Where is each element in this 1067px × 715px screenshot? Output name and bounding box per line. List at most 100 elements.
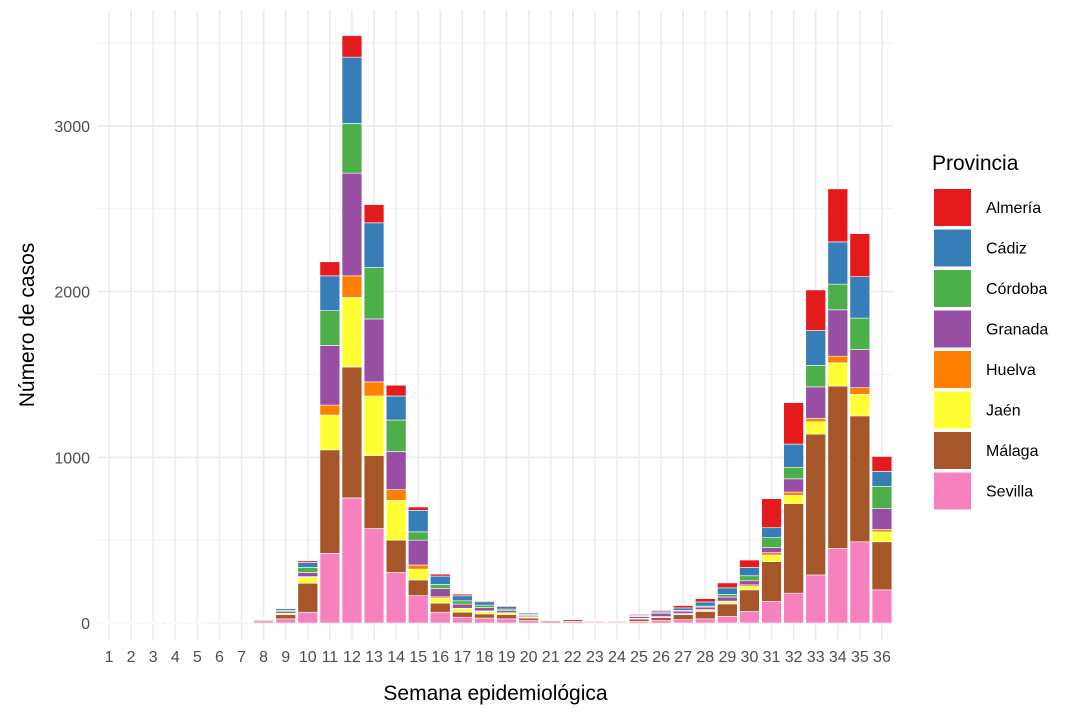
bar-segment [120,622,142,624]
bar-segment [871,456,893,472]
x-tick-label: 26 [652,649,670,666]
bar-segment [805,365,826,388]
bar-segment [474,600,495,603]
x-tick-label: 24 [608,649,626,666]
x-tick-label: 10 [299,649,317,666]
x-tick-label: 33 [807,649,825,666]
bar-segment [385,419,407,452]
bar-segment [871,589,893,624]
bar-segment [827,188,849,243]
bar-segment [430,575,451,585]
x-tick-label: 27 [674,649,692,666]
bar-segment [363,455,385,529]
bar-segment [695,598,716,603]
bar-segment [474,601,495,606]
bar-segment [341,56,363,124]
bar-segment [319,261,341,277]
bar-segment [452,593,473,597]
legend: Provincia Almería Cádiz Córdoba Granada Huel… [932,152,1048,510]
x-tick-label: 6 [215,649,224,666]
bar-segment [584,619,606,621]
bar-segment [452,595,473,602]
bar-segment [783,491,804,496]
x-tick-label: 20 [520,649,538,666]
bar-segment [717,594,738,598]
x-tick-label: 29 [718,649,736,666]
bar-segment [474,604,495,608]
bar-segment [739,580,760,586]
bar-segment [430,588,451,598]
bar-segment [297,567,319,573]
bar-segment [871,529,893,533]
bar-segment [297,577,319,584]
legend-label: Málaga [986,443,1039,460]
legend-items: Almería Cádiz Córdoba Granada Huelva Jaén Mála… [934,189,1048,510]
x-tick-label: 34 [829,649,847,666]
x-tick-label: 11 [322,649,339,666]
bar-segment [827,362,849,387]
x-axis-title: Semana epidemiológica [383,682,607,705]
bar-segment [341,366,363,499]
bar-segment [407,595,429,624]
bar-segment [187,621,208,623]
bar-segment [319,553,341,624]
x-tick-label: 5 [193,649,202,666]
bar-segment [430,584,451,589]
bar-segment [407,579,429,596]
bar-segment [761,498,782,529]
bar-segment [739,575,760,582]
bar-segment [363,267,385,320]
bar-segment [783,495,804,504]
bar-segment [319,449,341,554]
bar-segment [783,402,804,445]
bar-segment [650,612,672,617]
bar-segment [518,617,539,621]
bar-segment [695,601,716,607]
bar-segment [363,318,385,383]
bar-segment [363,381,385,397]
bar-segment [231,620,252,622]
legend-label: Sevilla [986,484,1033,501]
bar-segment [430,611,451,624]
bar-segment [452,616,473,624]
bar-segment [341,275,363,298]
legend-swatch [934,229,971,267]
bar-segment [739,611,760,624]
bar-segment [849,541,871,624]
x-tick-label: 19 [498,649,516,666]
legend-swatch [934,270,971,307]
x-tick-label: 32 [785,649,803,666]
legend-swatch [934,189,971,226]
bar-segment [363,528,385,624]
bar-segment [827,548,849,624]
bar-segment [385,572,407,624]
x-tick-label: 36 [873,649,891,666]
bar-segment [761,552,782,556]
bar-segment [717,582,738,589]
bar-segment [407,568,429,581]
bar-segment [385,539,407,573]
bar-segment [385,384,407,397]
bar-segment [407,531,429,541]
bar-segment [761,547,782,553]
bar-segment [142,622,164,624]
bar-segment [407,510,429,533]
x-tick-label: 21 [542,649,560,666]
bar-segment [805,330,826,366]
bar-segment [385,500,407,541]
bar-segment [319,310,341,346]
bar-segment [430,597,451,604]
x-tick-label: 15 [409,649,427,666]
bar-segment [628,614,650,616]
y-tick-label: 1000 [54,450,90,467]
bar-segment [849,233,871,277]
bar-segment [783,466,804,480]
y-tick-labels: 0 1000 2000 3000 [54,119,90,633]
bar-segment [805,574,826,624]
bar-segment [717,596,738,602]
bar-segment [496,614,517,620]
bar-segment [827,385,849,549]
x-tick-label: 4 [171,649,180,666]
bar-segment [871,471,893,487]
